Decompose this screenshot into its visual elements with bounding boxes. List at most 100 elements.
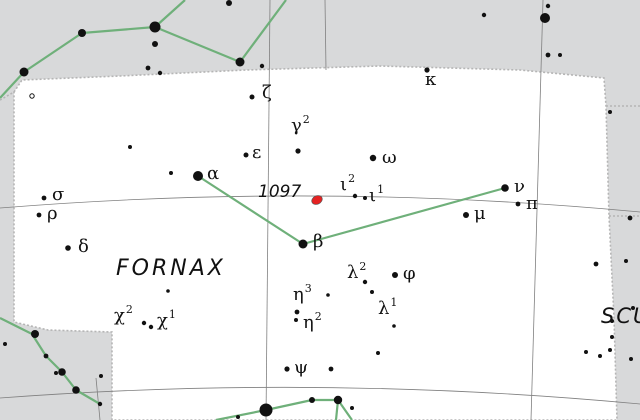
star [558, 53, 562, 57]
star-label-omega: ω [382, 147, 397, 168]
star [152, 41, 158, 47]
star [463, 212, 469, 218]
star [295, 148, 301, 154]
coordinate-grid-line [530, 0, 544, 420]
star [370, 290, 374, 294]
star [145, 65, 151, 71]
star [294, 309, 300, 315]
star [598, 354, 602, 358]
star [235, 57, 245, 67]
star-label-chi1: χ1 [157, 308, 176, 331]
star [169, 171, 173, 175]
star-label-epsilon: ε [252, 142, 262, 163]
star [72, 386, 80, 394]
constellation-boundary [13, 65, 618, 420]
star [392, 272, 398, 278]
star [624, 259, 628, 263]
star-label-zeta: ζ [262, 82, 272, 103]
star [631, 306, 635, 310]
star-label-beta: β [313, 231, 324, 252]
star [545, 3, 551, 9]
constellation-label: FORNAX [116, 256, 226, 281]
star [249, 94, 255, 100]
star [149, 21, 161, 33]
star-label-lambda2: λ2 [347, 260, 367, 283]
star-label-gamma2: γ2 [291, 113, 310, 136]
star [610, 335, 614, 339]
star [545, 52, 551, 58]
star [584, 350, 588, 354]
star-label-delta: δ [78, 236, 89, 257]
star [392, 324, 396, 328]
star [65, 245, 71, 251]
star [36, 212, 42, 218]
stick-figure-line [0, 317, 101, 405]
star [501, 184, 509, 192]
star [608, 110, 612, 114]
star-label-rho: ρ [47, 203, 58, 224]
star-label-phi: φ [403, 263, 416, 284]
star [236, 415, 240, 419]
star-label-kappa: κ [425, 69, 437, 90]
star [363, 196, 367, 200]
star [376, 351, 380, 355]
star-label-iota2: ι2 [340, 172, 356, 195]
star [128, 145, 132, 149]
galaxy-label: 1097 [258, 182, 302, 202]
star [515, 201, 521, 207]
star [481, 12, 487, 18]
star [294, 318, 298, 322]
star [54, 371, 58, 375]
star [78, 29, 86, 37]
star [19, 67, 29, 77]
star [328, 366, 334, 372]
star [610, 319, 614, 323]
star [298, 239, 308, 249]
star [326, 293, 330, 297]
star [259, 403, 273, 417]
star [43, 353, 49, 359]
neighbor-constellation-label: SCU [601, 304, 640, 328]
star [141, 320, 147, 326]
star-label-sigma: σ [52, 184, 65, 205]
star [226, 0, 232, 6]
star-label-iota1: ι1 [369, 183, 385, 206]
star [97, 401, 103, 407]
star-label-eta3: η3 [293, 282, 312, 305]
star [608, 348, 612, 352]
star-label-pi: π [526, 193, 538, 214]
star-label-nu: ν [514, 176, 525, 197]
star [284, 366, 290, 372]
star-label-psi: ψ [294, 357, 309, 378]
star [424, 67, 430, 73]
stick-figure-line [154, 0, 186, 28]
star-label-chi2: χ2 [114, 303, 133, 326]
constellation-area [14, 66, 617, 420]
coordinate-grid-line [95, 377, 101, 420]
galaxy-marker [311, 195, 323, 205]
boundary-segment [0, 91, 15, 101]
coordinate-grid-line [0, 386, 640, 405]
star [309, 397, 315, 403]
star [41, 195, 47, 201]
star [629, 357, 633, 361]
coordinate-grid-line [324, 0, 327, 71]
star [333, 395, 343, 405]
star [627, 215, 633, 221]
star [99, 374, 103, 378]
star [593, 261, 599, 267]
star [58, 368, 66, 376]
stick-figure-line [0, 0, 287, 99]
star [352, 193, 358, 199]
star [157, 70, 163, 76]
star [148, 324, 154, 330]
star [243, 152, 249, 158]
variable-star [29, 93, 35, 99]
star-label-mu: μ [474, 203, 486, 224]
star [259, 63, 265, 69]
star [3, 342, 7, 346]
coordinate-grid-line [265, 0, 271, 420]
star-label-eta2: η2 [303, 310, 322, 333]
